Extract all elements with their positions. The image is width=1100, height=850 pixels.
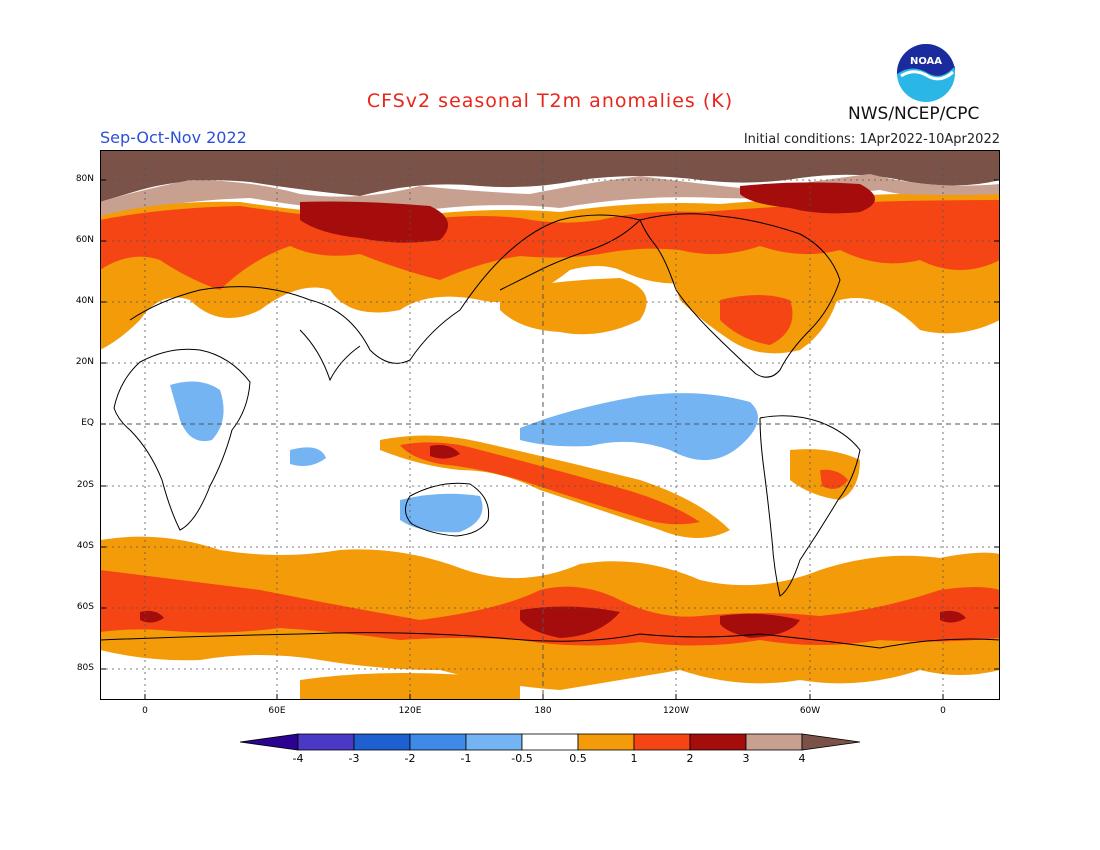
colorbar-box bbox=[521, 733, 579, 751]
colorbar-tick-label: 2 bbox=[687, 752, 694, 765]
lat-label: 40S bbox=[76, 541, 94, 551]
lat-label: 80S bbox=[76, 663, 94, 673]
antarctic-dark-red-1 bbox=[520, 606, 620, 638]
colorbar-tick-label: 0.5 bbox=[569, 752, 587, 765]
colorbar-low-triangle bbox=[240, 733, 299, 751]
indian-ocean-cool-patch bbox=[290, 447, 326, 466]
colorbar-tick-label: 3 bbox=[743, 752, 750, 765]
lon-label: 0 bbox=[940, 706, 946, 716]
lat-label: 20N bbox=[75, 357, 94, 367]
lon-label: 60E bbox=[268, 706, 286, 716]
siberia-dark-red bbox=[300, 201, 448, 243]
lon-label: 60W bbox=[799, 706, 821, 716]
noaa-logo: NOAA bbox=[897, 44, 955, 102]
colorbar-box bbox=[577, 733, 635, 751]
initial-conditions-label: Initial conditions: 1Apr2022-10Apr2022 bbox=[743, 132, 1000, 147]
southern-dark-red-west bbox=[140, 610, 164, 623]
colorbar-tick-label: -1 bbox=[461, 752, 472, 765]
lon-label: 120E bbox=[398, 706, 422, 716]
antarctica-south-warm bbox=[300, 673, 520, 700]
antarctica-coast bbox=[100, 632, 1000, 649]
coastlines bbox=[100, 213, 1000, 649]
lat-label: 20S bbox=[76, 480, 94, 490]
graticule bbox=[100, 150, 1000, 700]
antarctic-dark-red-2 bbox=[720, 613, 800, 638]
colorbar-box bbox=[409, 733, 467, 751]
australia-cool-patch bbox=[400, 493, 483, 533]
southern-dark-red-east bbox=[940, 610, 966, 623]
colorbar-tick-label: -4 bbox=[293, 752, 304, 765]
colorbar-box bbox=[465, 733, 523, 751]
lat-label: 40N bbox=[75, 296, 94, 306]
africa-cool-patch bbox=[170, 381, 224, 442]
eurasia-coast bbox=[129, 214, 641, 364]
colorbar-box bbox=[633, 733, 691, 751]
agency-label: NWS/NCEP/CPC bbox=[848, 104, 980, 124]
australia-coast bbox=[405, 482, 490, 537]
colorbar-box bbox=[353, 733, 411, 751]
north-america-coast bbox=[639, 213, 841, 378]
africa-coast bbox=[113, 348, 251, 531]
colorbar-tick-label: -0.5 bbox=[511, 752, 532, 765]
south-america-coast bbox=[759, 415, 861, 597]
anomaly-map bbox=[100, 150, 1000, 700]
colorbar-box bbox=[297, 733, 355, 751]
colorbar-box bbox=[689, 733, 747, 751]
colorbar-box bbox=[745, 733, 803, 751]
lat-label: 80N bbox=[75, 174, 94, 184]
pacific-warm-blob bbox=[500, 278, 647, 335]
india-coast bbox=[299, 329, 361, 382]
colorbar-tick-label: 1 bbox=[631, 752, 638, 765]
map-title: CFSv2 seasonal T2m anomalies (K) bbox=[366, 90, 734, 112]
spcz-red-band bbox=[400, 442, 700, 525]
lat-label: 60N bbox=[75, 235, 94, 245]
longitude-ticks bbox=[144, 694, 944, 700]
lat-label: 60S bbox=[76, 602, 94, 612]
lon-label: 0 bbox=[142, 706, 148, 716]
colorbar-high-triangle bbox=[801, 733, 861, 751]
lon-label: 180 bbox=[534, 706, 552, 716]
canada-dark-red bbox=[740, 182, 875, 214]
logo-text: NOAA bbox=[910, 56, 942, 67]
south-america-red bbox=[820, 469, 848, 489]
maritime-dark-red bbox=[430, 445, 460, 459]
arctic-very-warm-region bbox=[100, 150, 1000, 202]
colorbar-tick-label: -3 bbox=[349, 752, 360, 765]
equatorial-pacific-cool-tongue bbox=[520, 393, 758, 461]
colorbar-tick-label: -2 bbox=[405, 752, 416, 765]
latitude-ticks bbox=[100, 179, 1000, 670]
lat-label: EQ bbox=[81, 418, 94, 428]
colorbar: -4 -3 -2 -1 -0.5 0.5 1 2 3 4 bbox=[240, 733, 861, 765]
colorbar-tick-label: 4 bbox=[799, 752, 806, 765]
season-label: Sep-Oct-Nov 2022 bbox=[100, 128, 247, 147]
lon-label: 120W bbox=[662, 706, 690, 716]
north-america-red bbox=[720, 295, 793, 345]
